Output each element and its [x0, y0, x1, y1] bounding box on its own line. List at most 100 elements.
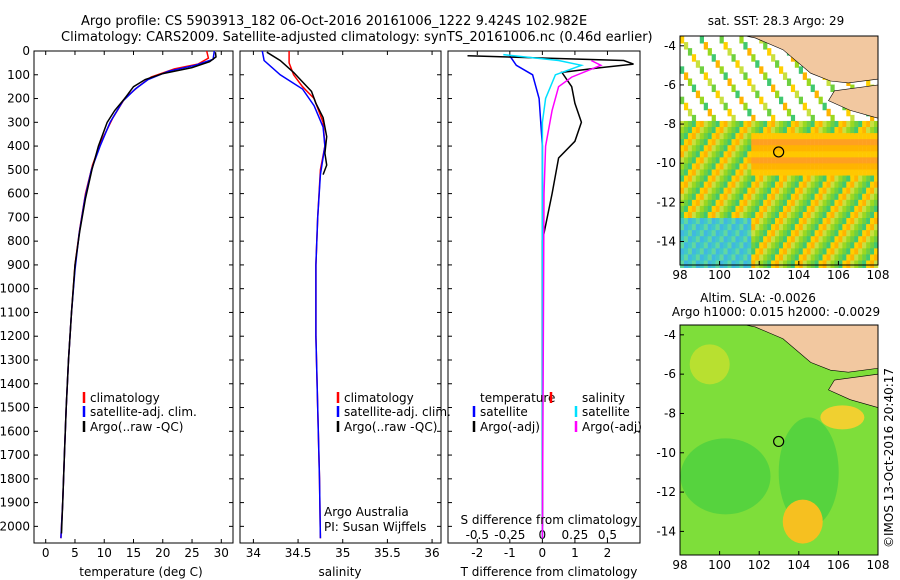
sst-cell: [806, 181, 811, 190]
sst-cell: [874, 193, 879, 202]
sst-cell: [798, 127, 803, 135]
map-y-tick-label: -10: [656, 446, 676, 460]
sst-cell: [767, 236, 772, 244]
sst-cell: [854, 260, 859, 268]
sst-cell: [751, 169, 756, 177]
map-y-tick-label: -8: [664, 117, 676, 131]
sst-cell: [779, 218, 784, 226]
sst-cell: [838, 218, 843, 226]
sst-cell: [798, 248, 803, 256]
sst-cell: [838, 254, 843, 262]
difference-top-xlabel: S difference from climatology: [461, 513, 638, 527]
sst-cell: [691, 157, 697, 165]
sst-cell: [719, 242, 724, 250]
sst-cell: [680, 139, 685, 147]
sst-cell: [719, 230, 724, 238]
sst-cell: [680, 96, 685, 105]
sst-cell: [798, 151, 803, 159]
sst-cell: [719, 120, 724, 129]
sst-cell: [802, 102, 807, 111]
sst-cell: [683, 175, 689, 184]
sst-cell: [739, 254, 744, 262]
sst-cell: [719, 218, 724, 226]
sst-cell: [739, 199, 744, 208]
sst-cell: [695, 248, 701, 256]
sst-cell: [739, 157, 744, 165]
sst-cell: [715, 133, 720, 141]
sst-cell: [715, 224, 720, 232]
sst-cell: [830, 145, 835, 153]
sst-cell: [806, 120, 811, 129]
sst-cell: [790, 211, 796, 220]
sst-cell: [695, 133, 701, 141]
sla-map-panel: 98 100 102 104 106 108 -4 -6 -8 -10 -12 -14: [656, 324, 889, 572]
sst-cell: [719, 151, 724, 159]
sst-cell: [755, 242, 760, 250]
sst-cell: [818, 211, 823, 220]
temperature-panel: 0 5 10 15 20 25 300100200300400500600700800900…: [0, 44, 234, 560]
sst-cell: [830, 236, 835, 244]
sst-cell: [786, 205, 792, 214]
sst-cell: [715, 90, 720, 99]
sst-cell: [850, 157, 855, 165]
sst-cell: [790, 157, 796, 165]
diff-legend-sal-argo: Argo(-adj): [582, 420, 642, 434]
salinity-xlabel: salinity: [318, 565, 361, 579]
sst-cell: [810, 260, 815, 268]
sst-cell: [854, 169, 859, 177]
sst-cell: [779, 193, 784, 202]
sst-cell: [802, 187, 807, 196]
sst-cell: [838, 199, 843, 208]
sst-cell: [751, 114, 756, 123]
diff-legend-temp-sat: satellite: [480, 405, 528, 419]
sst-cell: [834, 248, 839, 256]
sst-cell: [719, 211, 724, 220]
sst-cell: [775, 181, 780, 190]
sst-cell: [687, 254, 693, 262]
sst-cell: [806, 163, 811, 171]
sst-cell: [727, 127, 732, 135]
sst-cell: [866, 78, 871, 86]
sst-cell: [747, 260, 752, 268]
sst-cell: [822, 120, 827, 129]
sst-cell: [810, 120, 815, 129]
sst-cell: [814, 157, 819, 165]
sst-cell: [866, 151, 871, 159]
sst-cell: [751, 127, 756, 135]
sst-cell: [802, 72, 807, 80]
sst-cell: [850, 145, 855, 153]
sst-cell: [719, 199, 724, 208]
sst-cell: [782, 120, 788, 129]
sst-cell: [806, 78, 811, 86]
sst-cell: [680, 127, 685, 135]
sst-cell: [739, 193, 744, 202]
sst-cell: [834, 230, 839, 238]
sst-cell: [794, 205, 800, 214]
series-line: [503, 53, 585, 539]
sst-cell: [691, 120, 697, 129]
sst-cell: [802, 260, 807, 268]
sst-cell: [755, 193, 760, 202]
sst-cell: [759, 248, 764, 256]
sst-cell: [755, 90, 760, 99]
sst-cell: [866, 120, 871, 129]
sst-cell: [731, 193, 736, 202]
sst-cell: [850, 133, 855, 141]
sst-cell: [739, 175, 744, 184]
sst-cell: [759, 151, 764, 159]
sst-cell: [739, 260, 744, 268]
sst-cell: [870, 175, 875, 184]
sst-cell: [842, 199, 847, 208]
sst-cell: [727, 242, 732, 250]
sst-cell: [691, 151, 697, 159]
sst-cell: [798, 133, 803, 141]
sst-cell: [680, 205, 685, 214]
sst-cell: [723, 169, 728, 177]
sst-cell: [755, 254, 760, 262]
sst-cell: [747, 163, 752, 171]
sst-cell: [874, 236, 879, 244]
sst-cell: [782, 157, 788, 165]
sst-cell: [751, 163, 756, 171]
map-x-tick-label: 108: [867, 268, 890, 282]
sst-cell: [842, 254, 847, 262]
